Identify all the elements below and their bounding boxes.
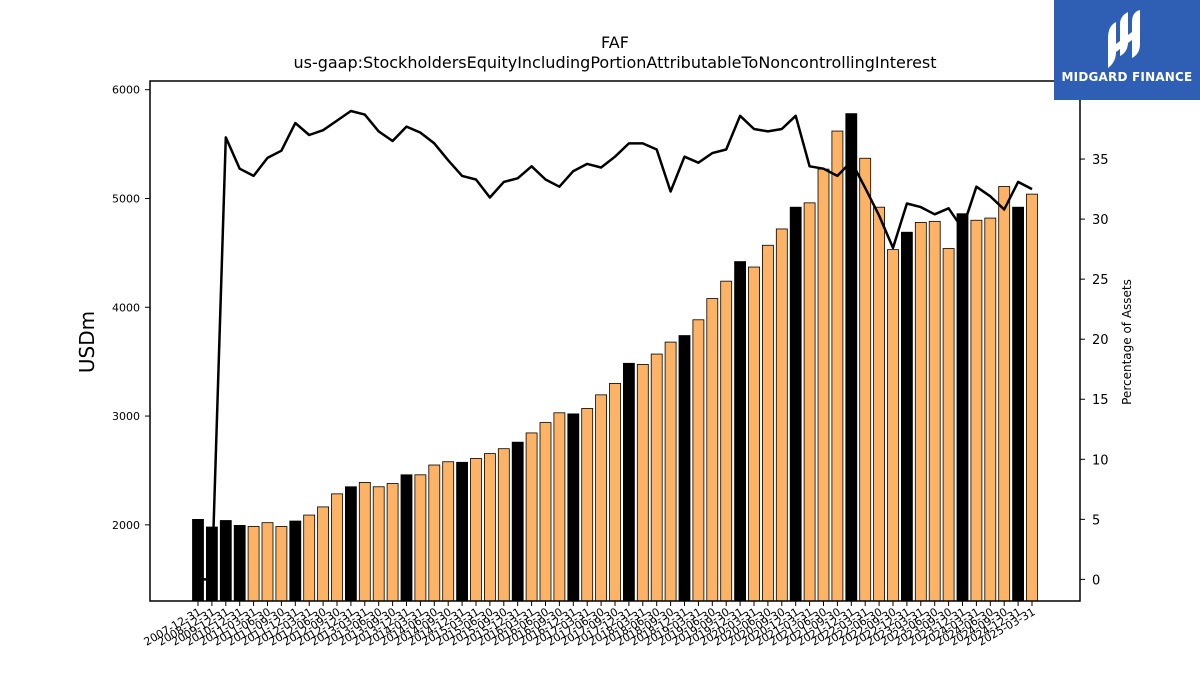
bar — [775, 228, 788, 602]
bar — [748, 266, 760, 602]
bar — [720, 280, 733, 602]
line-series — [198, 109, 1033, 581]
bar — [914, 222, 927, 602]
bar — [219, 520, 232, 602]
bar — [331, 493, 343, 602]
plot-frame — [149, 80, 1081, 602]
bar — [609, 383, 621, 602]
logo-text: MIDGARD FINANCE — [1061, 70, 1193, 84]
bar — [595, 394, 607, 602]
bar — [650, 353, 663, 602]
bar — [664, 341, 677, 602]
bar — [192, 519, 204, 602]
bar — [762, 244, 774, 602]
bar — [386, 483, 399, 602]
bar — [956, 213, 969, 602]
bar — [553, 412, 566, 602]
logo-mark-icon — [1108, 10, 1140, 68]
bar — [734, 261, 746, 602]
bar — [289, 520, 302, 602]
y2-tick-label: 20 — [1092, 333, 1109, 348]
y2-axis-label: Percentage of Assets — [1120, 279, 1134, 405]
y2-tick-label: 30 — [1092, 213, 1109, 228]
bar — [859, 157, 872, 602]
y2-tick-label: 25 — [1092, 273, 1109, 288]
y2-tick-label: 0 — [1092, 573, 1100, 588]
brand-logo: MIDGARD FINANCE — [1054, 0, 1200, 100]
bar — [1026, 193, 1038, 602]
bar — [414, 474, 427, 602]
bar — [567, 413, 580, 602]
bar — [247, 526, 260, 602]
y-axis-label: USDm — [75, 311, 99, 373]
y2-axis: 0 5 10 15 20 25 30 35 — [1080, 153, 1109, 588]
bar — [942, 248, 955, 602]
bar — [344, 486, 357, 602]
bar — [1012, 206, 1024, 602]
y-tick-label: 5000 — [112, 192, 140, 205]
bar — [233, 524, 246, 602]
bar — [692, 319, 705, 602]
bar — [678, 335, 691, 602]
y-tick-label: 6000 — [112, 84, 140, 97]
bar — [456, 461, 469, 602]
percentage-line — [198, 109, 1033, 581]
bar — [581, 408, 594, 602]
bar — [901, 231, 913, 602]
bar — [525, 432, 538, 602]
bar — [887, 249, 899, 602]
y-tick-label: 3000 — [112, 410, 140, 423]
bar — [998, 186, 1011, 602]
bar — [372, 486, 385, 602]
bar — [831, 130, 844, 602]
y2-tick-label: 10 — [1092, 453, 1109, 468]
bar — [803, 202, 816, 602]
bar — [400, 474, 413, 602]
bar — [358, 482, 371, 602]
bar — [636, 363, 649, 602]
y2-tick-label: 15 — [1092, 393, 1109, 408]
chart-subtitle: us-gaap:StockholdersEquityIncludingPorti… — [293, 53, 936, 72]
bar-series — [192, 113, 1038, 602]
x-axis: 2007-12-312008-12-312009-12-312010-12-31… — [142, 601, 1038, 649]
bar — [789, 206, 802, 602]
bar — [539, 422, 552, 602]
bar — [817, 168, 830, 602]
bar — [706, 298, 719, 602]
chart-title: FAF — [601, 33, 629, 52]
bar — [873, 206, 885, 602]
bar — [511, 441, 524, 602]
y-axis: 2000 3000 4000 5000 6000 — [112, 84, 150, 532]
bar — [845, 113, 858, 602]
bar — [483, 453, 496, 602]
y2-tick-label: 35 — [1092, 153, 1109, 168]
y-tick-label: 2000 — [112, 519, 140, 532]
bar — [623, 362, 635, 602]
y-tick-label: 4000 — [112, 301, 140, 314]
bar — [317, 506, 330, 602]
bar — [497, 448, 510, 602]
bar — [428, 464, 441, 602]
bar — [984, 217, 997, 602]
bar — [275, 526, 288, 602]
bar — [261, 522, 274, 602]
bar — [970, 219, 983, 602]
bar — [470, 458, 482, 602]
bar — [442, 461, 455, 602]
bar — [928, 220, 941, 602]
y2-tick-label: 5 — [1092, 513, 1100, 528]
bar — [303, 514, 316, 602]
